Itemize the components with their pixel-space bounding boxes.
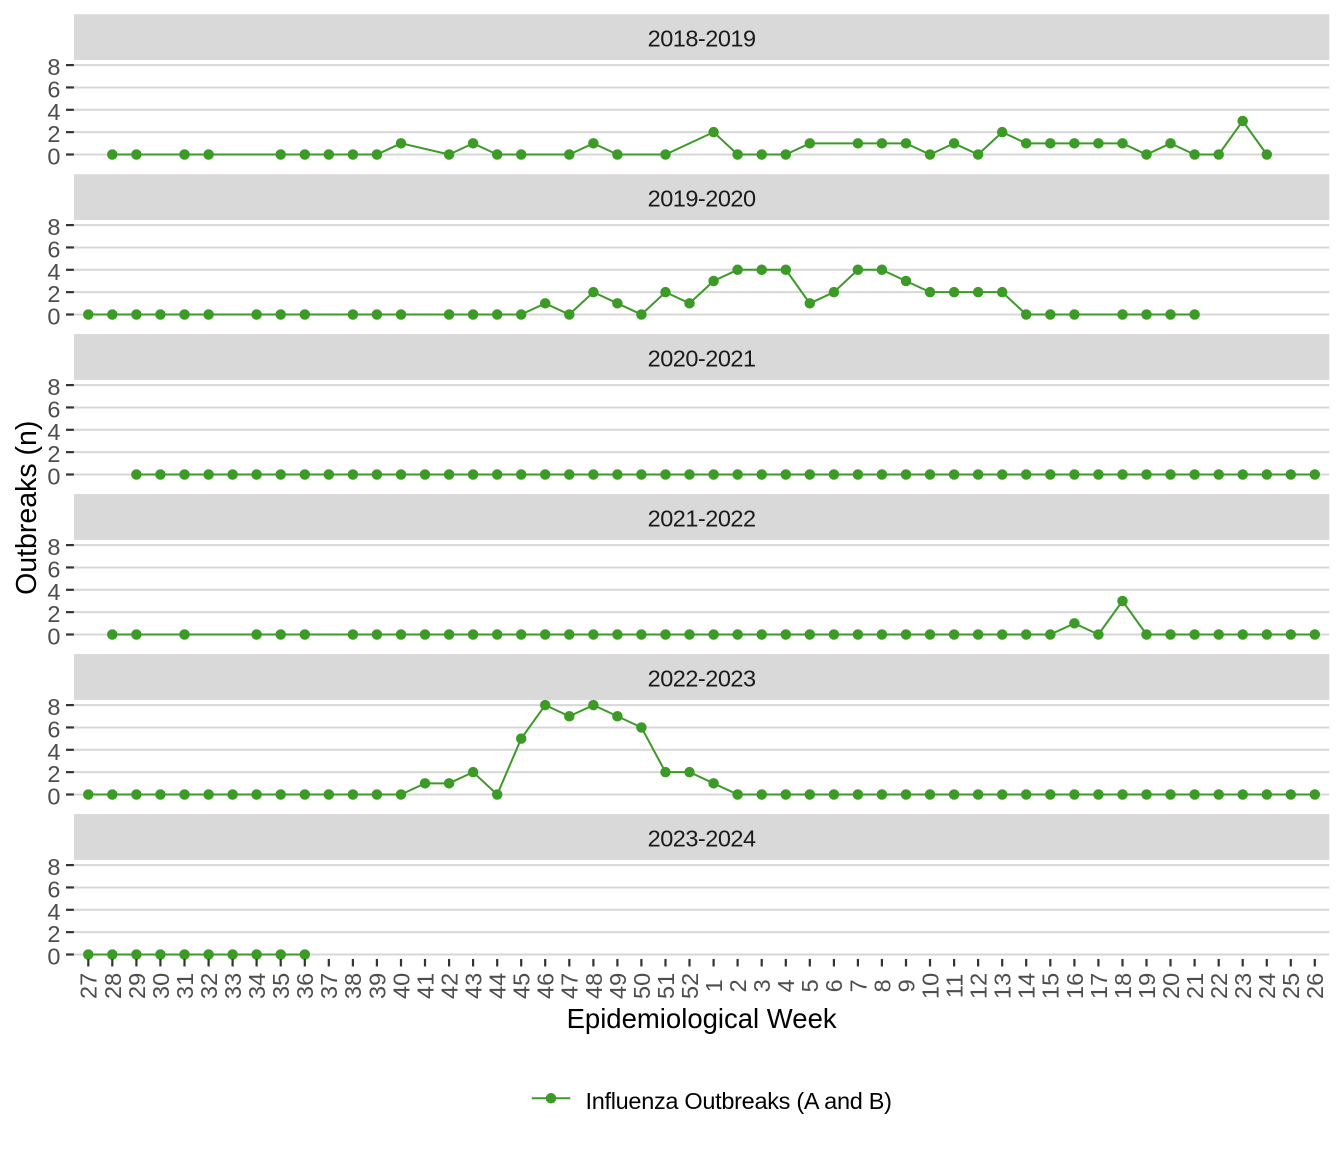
- svg-text:2: 2: [47, 921, 60, 947]
- svg-text:33: 33: [220, 973, 246, 999]
- svg-text:50: 50: [629, 973, 655, 999]
- svg-text:51: 51: [653, 973, 679, 999]
- svg-text:2018-2019: 2018-2019: [648, 25, 756, 51]
- svg-text:5: 5: [797, 979, 823, 992]
- svg-text:44: 44: [485, 973, 511, 999]
- svg-text:28: 28: [100, 973, 126, 999]
- svg-text:2023-2024: 2023-2024: [648, 825, 756, 851]
- svg-text:49: 49: [605, 973, 631, 999]
- svg-text:22: 22: [1206, 973, 1232, 999]
- svg-text:20: 20: [1158, 973, 1184, 999]
- svg-text:34: 34: [244, 973, 270, 999]
- svg-text:12: 12: [966, 973, 992, 999]
- svg-text:2: 2: [47, 281, 60, 307]
- svg-text:1: 1: [701, 979, 727, 992]
- svg-text:2021-2022: 2021-2022: [648, 505, 756, 531]
- svg-text:7: 7: [845, 979, 871, 992]
- svg-text:8: 8: [47, 694, 60, 720]
- svg-text:9: 9: [893, 979, 919, 992]
- svg-text:Influenza Outbreaks (A and B): Influenza Outbreaks (A and B): [586, 1088, 892, 1114]
- svg-text:0: 0: [47, 144, 60, 170]
- svg-text:2: 2: [47, 761, 60, 787]
- svg-text:36: 36: [292, 973, 318, 999]
- svg-text:29: 29: [124, 973, 150, 999]
- svg-text:42: 42: [436, 973, 462, 999]
- svg-text:39: 39: [364, 973, 390, 999]
- svg-text:6: 6: [47, 396, 60, 422]
- svg-text:6: 6: [47, 716, 60, 742]
- svg-text:40: 40: [388, 973, 414, 999]
- svg-text:2020-2021: 2020-2021: [648, 345, 756, 371]
- svg-text:8: 8: [47, 214, 60, 240]
- svg-text:8: 8: [869, 979, 895, 992]
- svg-text:35: 35: [268, 973, 294, 999]
- svg-text:4: 4: [47, 259, 60, 285]
- svg-text:16: 16: [1062, 973, 1088, 999]
- svg-text:2: 2: [47, 601, 60, 627]
- svg-text:27: 27: [76, 973, 102, 999]
- svg-text:6: 6: [47, 236, 60, 262]
- svg-text:11: 11: [942, 974, 968, 998]
- svg-text:6: 6: [47, 556, 60, 582]
- svg-text:2: 2: [725, 979, 751, 992]
- svg-text:Outbreaks (n): Outbreaks (n): [11, 421, 43, 595]
- svg-text:4: 4: [47, 99, 60, 125]
- svg-text:4: 4: [47, 419, 60, 445]
- svg-text:0: 0: [47, 464, 60, 490]
- svg-text:8: 8: [47, 54, 60, 80]
- svg-text:48: 48: [581, 973, 607, 999]
- svg-text:6: 6: [47, 76, 60, 102]
- svg-text:8: 8: [47, 374, 60, 400]
- svg-text:4: 4: [47, 579, 60, 605]
- svg-text:Epidemiological Week: Epidemiological Week: [567, 1003, 837, 1034]
- svg-text:38: 38: [340, 973, 366, 999]
- svg-text:4: 4: [47, 739, 60, 765]
- svg-text:19: 19: [1134, 973, 1160, 999]
- svg-text:0: 0: [47, 304, 60, 330]
- svg-text:3: 3: [749, 979, 775, 992]
- svg-text:10: 10: [917, 973, 943, 999]
- svg-text:21: 21: [1182, 973, 1208, 999]
- svg-text:52: 52: [677, 973, 703, 999]
- svg-text:0: 0: [47, 624, 60, 650]
- svg-text:2: 2: [47, 441, 60, 467]
- svg-text:8: 8: [47, 854, 60, 880]
- svg-text:2022-2023: 2022-2023: [648, 665, 756, 691]
- svg-text:25: 25: [1278, 973, 1304, 999]
- svg-text:0: 0: [47, 784, 60, 810]
- svg-text:26: 26: [1302, 973, 1328, 999]
- svg-text:37: 37: [316, 973, 342, 999]
- svg-text:17: 17: [1086, 973, 1112, 999]
- svg-text:8: 8: [47, 534, 60, 560]
- svg-text:23: 23: [1230, 973, 1256, 999]
- svg-text:6: 6: [47, 876, 60, 902]
- svg-text:24: 24: [1254, 973, 1280, 999]
- svg-text:4: 4: [47, 899, 60, 925]
- svg-text:15: 15: [1038, 973, 1064, 999]
- svg-text:31: 31: [172, 973, 198, 999]
- svg-text:6: 6: [821, 979, 847, 992]
- svg-text:2019-2020: 2019-2020: [648, 185, 756, 211]
- svg-text:30: 30: [148, 973, 174, 999]
- svg-text:32: 32: [196, 973, 222, 999]
- svg-text:46: 46: [533, 973, 559, 999]
- svg-text:41: 41: [412, 973, 438, 999]
- svg-text:43: 43: [461, 973, 487, 999]
- svg-text:47: 47: [557, 973, 583, 999]
- svg-text:14: 14: [1014, 973, 1040, 999]
- svg-text:4: 4: [773, 979, 799, 992]
- svg-text:45: 45: [509, 973, 535, 999]
- svg-text:18: 18: [1110, 973, 1136, 999]
- svg-text:0: 0: [47, 944, 60, 970]
- svg-text:2: 2: [47, 121, 60, 147]
- svg-text:13: 13: [990, 973, 1016, 999]
